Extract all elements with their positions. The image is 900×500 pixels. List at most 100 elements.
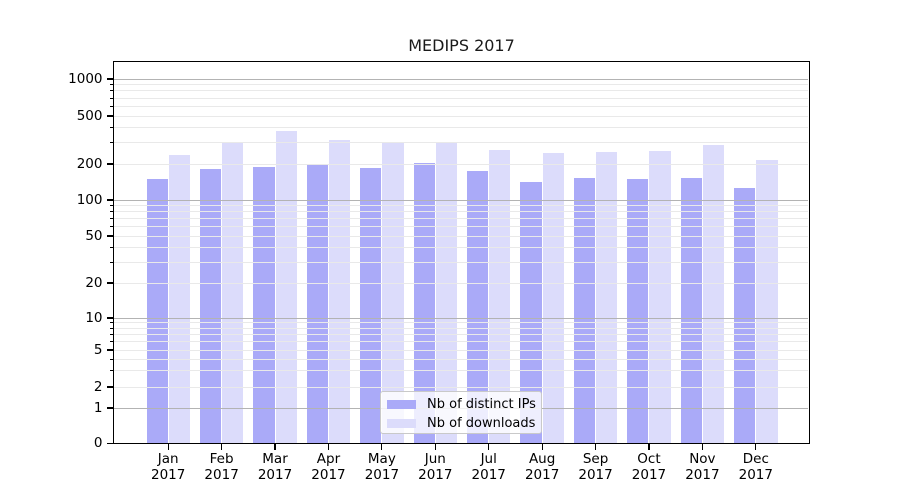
x-tick-mark-sep: [594, 444, 597, 450]
x-tick-label-sep: Sep 2017: [578, 451, 613, 483]
x-tick-mark-may: [381, 444, 383, 450]
x-tick-label-aug: Aug 2017: [524, 451, 560, 483]
gridline-30: [114, 261, 808, 263]
x-tick-label-feb: Feb 2017: [204, 451, 239, 483]
gridline-400: [114, 127, 808, 129]
x-tick-label-jul: Jul 2017: [471, 451, 506, 483]
gridline-8: [114, 327, 808, 329]
y-tick-label-0: 0: [93, 435, 103, 452]
y-minor-tick-mark-60: [109, 226, 113, 228]
x-tick-mark-mar: [274, 444, 276, 450]
x-tick-mark-jan: [167, 444, 169, 450]
gridline-5: [114, 349, 808, 351]
y-tick-label-2: 2: [93, 379, 103, 395]
x-tick-label-jun: Jun 2017: [418, 451, 453, 483]
legend-label-distinct-ips: Nb of distinct IPs: [427, 397, 536, 412]
bar-downloads-dec: [756, 160, 778, 444]
y-tick-label-100: 100: [76, 192, 103, 208]
x-tick-mark-apr: [327, 444, 330, 450]
y-minor-tick-mark-600: [109, 105, 113, 107]
y-tick-label-10: 10: [85, 310, 103, 326]
legend-swatch-distinct-ips: [387, 399, 416, 410]
legend-entry-downloads: Nb of downloads: [387, 414, 541, 433]
bar-distinct-ips-sep: [573, 177, 596, 444]
y-minor-tick-mark-700: [109, 97, 113, 99]
bar-downloads-feb: [222, 141, 244, 444]
y-tick-mark-2: [106, 386, 113, 388]
gridline-60: [114, 226, 808, 228]
gridline-3: [114, 370, 808, 372]
y-minor-tick-mark-6: [109, 341, 113, 343]
y-tick-label-500: 500: [76, 108, 103, 124]
x-tick-label-dec: Dec 2017: [738, 451, 773, 483]
x-tick-label-may: May 2017: [364, 451, 400, 483]
y-minor-tick-mark-30: [109, 261, 113, 263]
y-minor-tick-mark-7: [109, 333, 113, 335]
gridline-100: [114, 199, 808, 201]
gridline-1000: [114, 78, 808, 80]
bar-downloads-sep: [596, 151, 618, 444]
bar-downloads-nov: [702, 144, 725, 444]
gridline-10: [114, 317, 808, 319]
y-tick-mark-500: [106, 115, 113, 117]
gridline-4: [114, 358, 808, 360]
gridline-2: [114, 386, 808, 388]
bar-distinct-ips-mar: [253, 167, 275, 444]
gridline-70: [114, 218, 808, 220]
x-tick-mark-dec: [755, 444, 757, 450]
y-minor-tick-mark-800: [109, 90, 113, 92]
legend-swatch-downloads: [387, 418, 416, 429]
y-tick-label-5: 5: [93, 342, 103, 358]
y-tick-mark-5: [106, 349, 113, 351]
y-tick-mark-1000: [106, 78, 113, 80]
y-minor-tick-mark-90: [109, 204, 113, 206]
legend: Nb of distinct IPs Nb of downloads: [380, 391, 542, 434]
x-tick-label-oct: Oct 2017: [631, 451, 667, 483]
y-tick-mark-0: [106, 442, 113, 444]
y-minor-tick-mark-900: [109, 84, 113, 86]
bar-downloads-aug: [542, 152, 564, 444]
gridline-300: [114, 142, 808, 144]
y-minor-tick-mark-70: [109, 218, 113, 220]
gridline-6: [114, 341, 808, 343]
bar-distinct-ips-oct: [627, 178, 649, 444]
gridline-80: [114, 211, 808, 213]
bar-distinct-ips-nov: [680, 177, 702, 444]
y-tick-label-200: 200: [76, 156, 103, 172]
gridline-9: [114, 322, 808, 324]
y-minor-tick-mark-9: [109, 322, 113, 324]
gridline-700: [114, 97, 808, 99]
bar-distinct-ips-jun: [413, 163, 435, 444]
y-minor-tick-mark-300: [109, 142, 113, 144]
y-tick-mark-20: [106, 282, 113, 284]
y-minor-tick-mark-80: [109, 211, 113, 213]
bar-distinct-ips-jul: [467, 171, 489, 444]
x-tick-mark-nov: [701, 444, 703, 450]
gridline-600: [114, 105, 808, 107]
bar-downloads-jan: [168, 154, 190, 444]
bar-downloads-jun: [435, 142, 457, 444]
bar-distinct-ips-dec: [734, 187, 756, 444]
y-minor-tick-mark-400: [109, 127, 113, 129]
y-tick-label-50: 50: [85, 228, 103, 244]
y-tick-label-1: 1: [93, 400, 103, 416]
bar-distinct-ips-feb: [199, 169, 222, 444]
gridline-90: [114, 204, 808, 206]
y-minor-tick-mark-4: [109, 358, 113, 360]
x-tick-label-jan: Jan 2017: [151, 451, 186, 483]
gridline-7: [114, 333, 808, 335]
legend-label-downloads: Nb of downloads: [427, 416, 536, 431]
gridline-900: [114, 84, 808, 86]
bar-downloads-mar: [275, 131, 297, 444]
y-minor-tick-mark-40: [109, 246, 113, 248]
x-tick-mark-feb: [221, 444, 223, 450]
y-tick-mark-50: [106, 235, 113, 237]
x-tick-label-apr: Apr 2017: [311, 451, 346, 483]
bar-distinct-ips-apr: [306, 163, 328, 444]
gridline-800: [114, 90, 808, 92]
legend-entry-distinct-ips: Nb of distinct IPs: [387, 395, 541, 414]
y-tick-label-20: 20: [85, 275, 103, 291]
gridline-50: [114, 235, 808, 237]
x-tick-mark-jul: [488, 444, 490, 450]
